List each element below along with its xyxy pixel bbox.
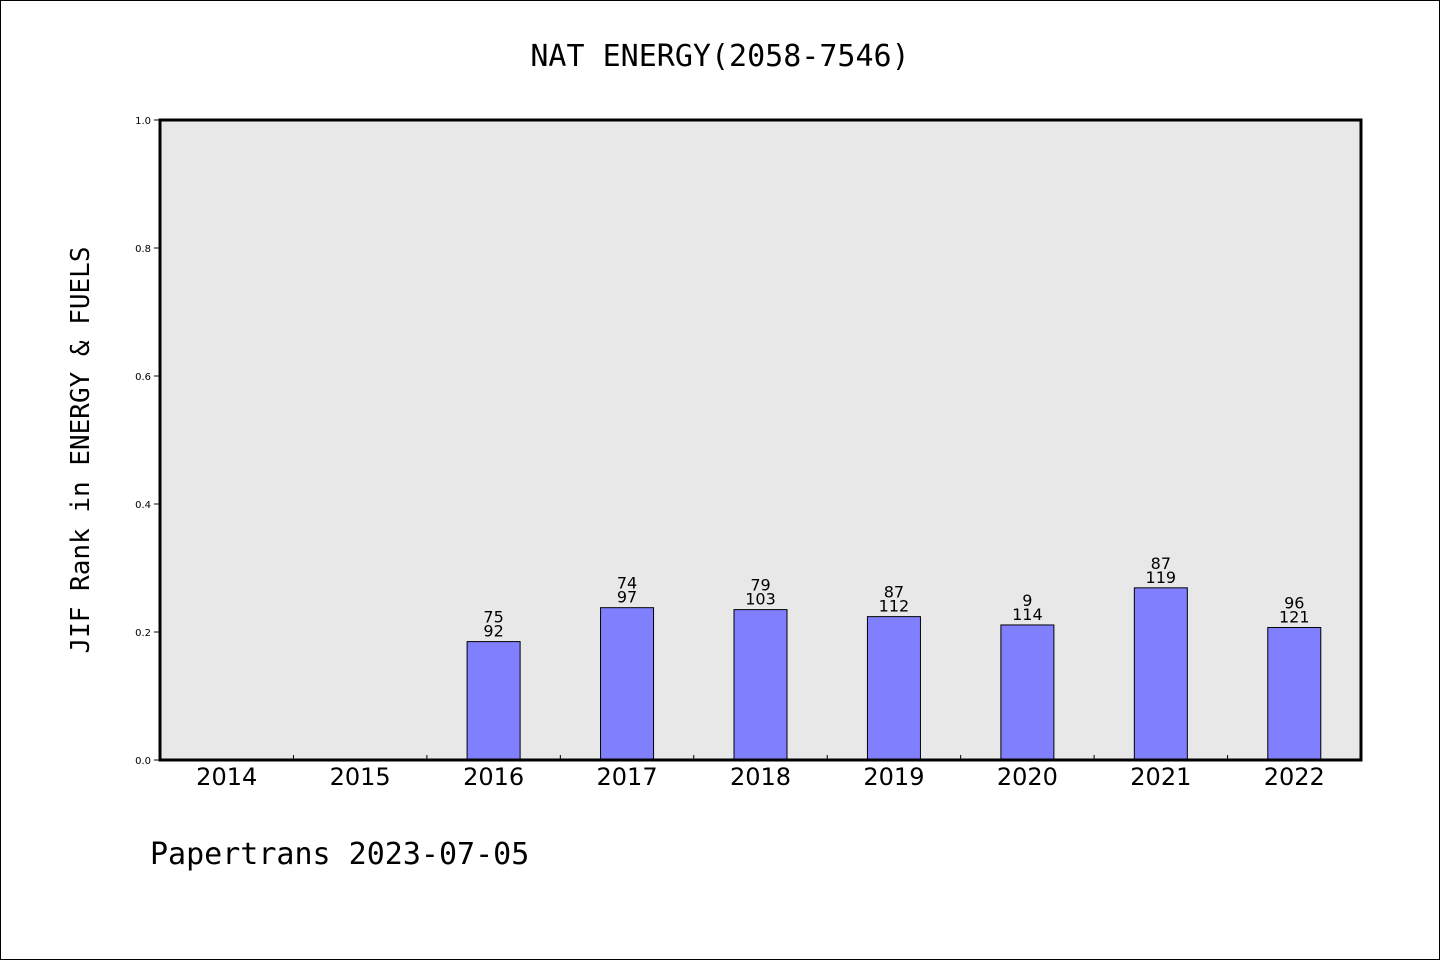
x-tick-label: 2021 bbox=[1130, 763, 1191, 791]
bar-total-label: 112 bbox=[879, 597, 910, 616]
bar-total-label: 121 bbox=[1279, 608, 1310, 627]
y-tick-label: 0.8 bbox=[135, 244, 151, 255]
bar-rank-label: 87 bbox=[884, 583, 904, 602]
x-tick-label: 2017 bbox=[597, 763, 658, 791]
y-tick-label: 0.2 bbox=[135, 628, 151, 639]
bar-2020 bbox=[1000, 624, 1055, 761]
y-axis-label: JIF Rank in ENERGY & FUELS bbox=[66, 247, 96, 654]
chart-title: NAT ENERGY(2058-7546) bbox=[530, 39, 909, 74]
bar-total-label: 97 bbox=[617, 588, 637, 607]
footer-credit: Papertrans 2023-07-05 bbox=[150, 837, 529, 872]
y-tick-label: 0.0 bbox=[135, 756, 151, 767]
x-tick-label: 2015 bbox=[330, 763, 391, 791]
x-tick-label: 2020 bbox=[997, 763, 1058, 791]
bar-2017 bbox=[600, 607, 655, 761]
bar-2019 bbox=[866, 616, 921, 761]
x-tick-label: 2018 bbox=[730, 763, 791, 791]
bar-rank-label: 96 bbox=[1284, 594, 1304, 613]
bar-total-label: 92 bbox=[483, 622, 503, 641]
bar-rank-label: 74 bbox=[617, 574, 637, 593]
y-tick-label: 1.0 bbox=[135, 116, 151, 127]
y-axis-ticks: 0.0 0.2 0.4 0.6 0.8 1.0 bbox=[135, 116, 160, 767]
x-tick-label: 2019 bbox=[863, 763, 924, 791]
bar-2022 bbox=[1267, 627, 1322, 761]
bar-total-label: 119 bbox=[1146, 568, 1177, 587]
bars-group bbox=[466, 587, 1322, 761]
x-tick-label: 2014 bbox=[196, 763, 257, 791]
x-tick-label: 2022 bbox=[1264, 763, 1325, 791]
x-tick-label: 2016 bbox=[463, 763, 524, 791]
plot-border bbox=[158, 118, 1363, 762]
bar-rank-label: 75 bbox=[483, 608, 503, 627]
y-tick-label: 0.6 bbox=[135, 372, 151, 383]
bar-rank-label: 9 bbox=[1022, 591, 1032, 610]
bar-total-label: 103 bbox=[745, 590, 776, 609]
bar-total-label: 114 bbox=[1012, 605, 1043, 624]
bar-rank-label: 87 bbox=[1151, 554, 1171, 573]
bar-2018 bbox=[733, 609, 788, 761]
bar-2021 bbox=[1133, 587, 1188, 761]
bar-rank-label: 79 bbox=[750, 576, 770, 595]
y-tick-label: 0.4 bbox=[135, 500, 151, 511]
x-axis-ticks: 2014 2015 2016 2017 2018 2019 2020 2021 2022 bbox=[196, 755, 1325, 791]
bar-2016 bbox=[466, 641, 521, 761]
